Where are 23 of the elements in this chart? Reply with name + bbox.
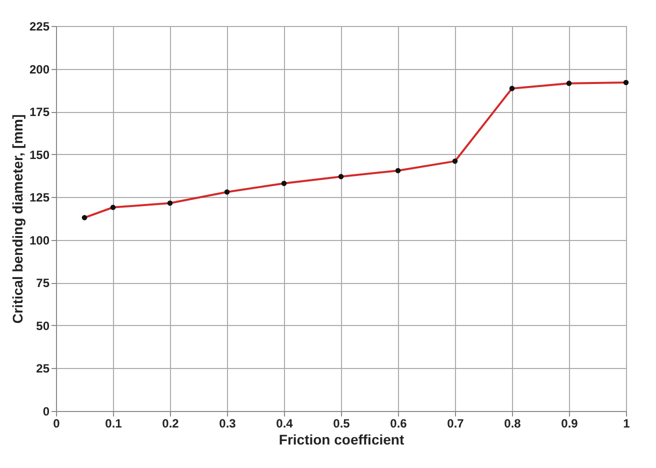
x-tick-label: 0.2 [162,416,180,430]
y-tick-label: 225 [29,20,50,34]
y-tick-label: 150 [29,148,50,162]
y-tick-label: 75 [36,276,50,290]
x-tick-label: 0.1 [105,416,122,430]
y-tick-label: 175 [29,105,50,120]
x-axis-title: Friction coefficient [278,432,404,448]
x-tick-label: 0.7 [447,416,464,430]
x-tick-label: 0.5 [333,416,350,430]
x-tick-label: 0.4 [276,416,294,430]
y-axis-title: Critical bending diameter, [mm] [9,114,26,324]
y-tick-label: 125 [29,190,50,205]
x-tick-label: 0.8 [504,416,522,430]
y-tick-label: 0 [42,404,50,418]
y-tick-label: 25 [36,362,50,376]
y-tick-label: 200 [29,62,50,76]
x-tick-label: 0.3 [219,416,236,430]
x-tick-label: 1 [623,416,630,430]
x-tick-label: 0.9 [561,416,578,430]
x-tick-label: 0.6 [390,416,408,430]
y-tick-label: 100 [29,233,50,248]
y-tick-label: 50 [36,318,50,333]
x-tick-label: 0 [53,416,60,430]
